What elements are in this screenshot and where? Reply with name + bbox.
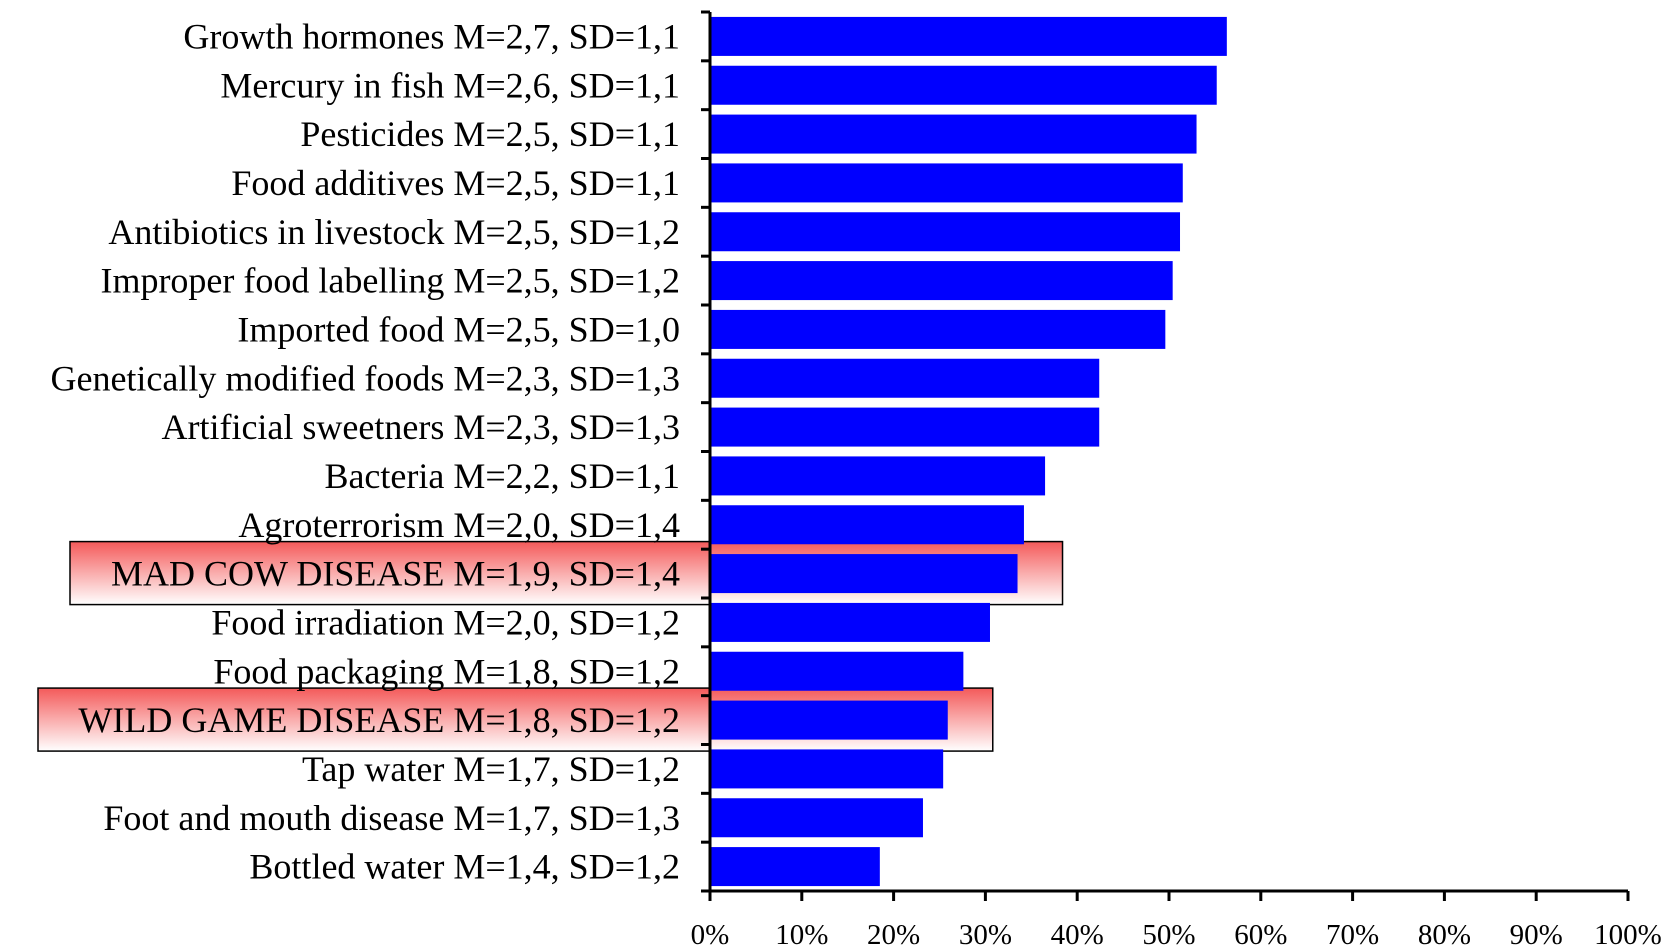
category-label: Pesticides M=2,5, SD=1,1: [300, 114, 680, 154]
axes: [701, 10, 1630, 901]
bar: [710, 358, 1100, 398]
category-label: Genetically modified foods M=2,3, SD=1,3: [50, 358, 680, 398]
bar: [710, 651, 964, 691]
bar: [710, 798, 923, 838]
bar: [710, 163, 1183, 203]
x-tick-label: 20%: [867, 919, 920, 951]
bar: [710, 212, 1181, 252]
category-labels: Growth hormones M=2,7, SD=1,1 Mercury in …: [50, 16, 680, 886]
x-tick-label: 50%: [1142, 919, 1195, 951]
bar: [710, 505, 1024, 545]
bar: [710, 65, 1217, 105]
x-tick-label: 70%: [1326, 919, 1379, 951]
x-tick-label: 30%: [959, 919, 1012, 951]
category-label: Foot and mouth disease M=1,7, SD=1,3: [103, 798, 680, 838]
category-label: Growth hormones M=2,7, SD=1,1: [183, 16, 680, 56]
x-tick-label: 10%: [775, 919, 828, 951]
category-label: Imported food M=2,5, SD=1,0: [237, 309, 680, 349]
bar: [710, 602, 990, 642]
category-label: Food packaging M=1,8, SD=1,2: [213, 651, 680, 691]
bar: [710, 847, 880, 887]
category-label: MAD COW DISEASE M=1,9, SD=1,4: [111, 554, 680, 594]
x-tick-labels: 0% 10% 20% 30% 40% 50% 60% 70% 80% 90% 100%: [691, 919, 1662, 951]
category-label: Mercury in fish M=2,6, SD=1,1: [220, 65, 680, 105]
bar: [710, 554, 1018, 594]
bar: [710, 456, 1046, 496]
bar: [710, 407, 1100, 447]
category-label: Artificial sweetners M=2,3, SD=1,3: [161, 407, 680, 447]
x-tick-label: 0%: [691, 919, 730, 951]
x-tick-label: 80%: [1418, 919, 1471, 951]
category-label: Food irradiation M=2,0, SD=1,2: [211, 602, 680, 642]
category-label: Food additives M=2,5, SD=1,1: [231, 163, 680, 203]
category-label: Bacteria M=2,2, SD=1,1: [324, 456, 680, 496]
bar: [710, 700, 948, 740]
category-label: Antibiotics in livestock M=2,5, SD=1,2: [108, 212, 680, 252]
category-label: Tap water M=1,7, SD=1,2: [302, 749, 680, 789]
category-label: Bottled water M=1,4, SD=1,2: [249, 847, 680, 887]
bar: [710, 114, 1197, 154]
x-tick-label: 40%: [1051, 919, 1104, 951]
bar: [710, 16, 1227, 56]
category-label: Agroterrorism M=2,0, SD=1,4: [238, 505, 680, 545]
x-tick-label: 100%: [1594, 919, 1662, 951]
bar: [710, 309, 1166, 349]
category-label: Improper food labelling M=2,5, SD=1,2: [100, 261, 680, 301]
category-label: WILD GAME DISEASE M=1,8, SD=1,2: [78, 700, 680, 740]
bar: [710, 749, 944, 789]
x-tick-label: 60%: [1234, 919, 1287, 951]
x-tick-label: 90%: [1510, 919, 1563, 951]
bar: [710, 261, 1173, 301]
bars: [710, 16, 1227, 887]
